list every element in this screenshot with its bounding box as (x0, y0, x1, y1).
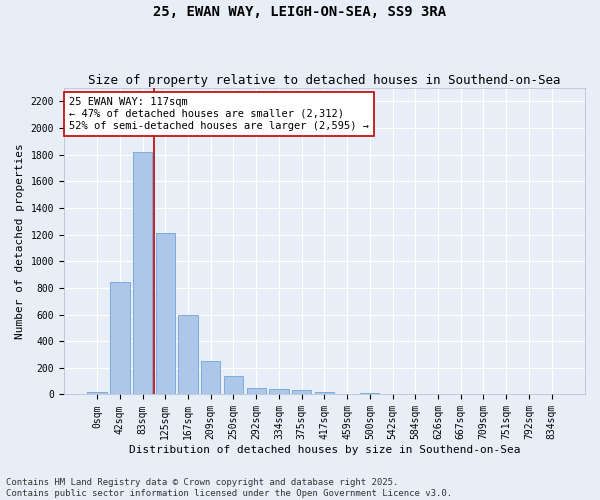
Bar (224, 376, 243, 394)
Title: Size of property relative to detached houses in Southend-on-Sea: Size of property relative to detached ho… (88, 74, 560, 87)
Bar (292, 390, 311, 394)
Bar (110, 282, 130, 395)
Bar (133, 152, 152, 394)
Bar (201, 360, 220, 394)
Bar (269, 389, 289, 394)
X-axis label: Distribution of detached houses by size in Southend-on-Sea: Distribution of detached houses by size … (128, 445, 520, 455)
Bar (155, 234, 175, 394)
Bar (247, 388, 266, 394)
Y-axis label: Number of detached properties: Number of detached properties (15, 144, 25, 339)
Bar (315, 392, 334, 394)
Bar (178, 314, 197, 394)
Text: 25 EWAN WAY: 117sqm
← 47% of detached houses are smaller (2,312)
52% of semi-det: 25 EWAN WAY: 117sqm ← 47% of detached ho… (69, 98, 369, 130)
Bar (88, 392, 107, 394)
Bar (360, 393, 379, 394)
Text: Contains HM Land Registry data © Crown copyright and database right 2025.
Contai: Contains HM Land Registry data © Crown c… (6, 478, 452, 498)
Text: 25, EWAN WAY, LEIGH-ON-SEA, SS9 3RA: 25, EWAN WAY, LEIGH-ON-SEA, SS9 3RA (154, 5, 446, 19)
